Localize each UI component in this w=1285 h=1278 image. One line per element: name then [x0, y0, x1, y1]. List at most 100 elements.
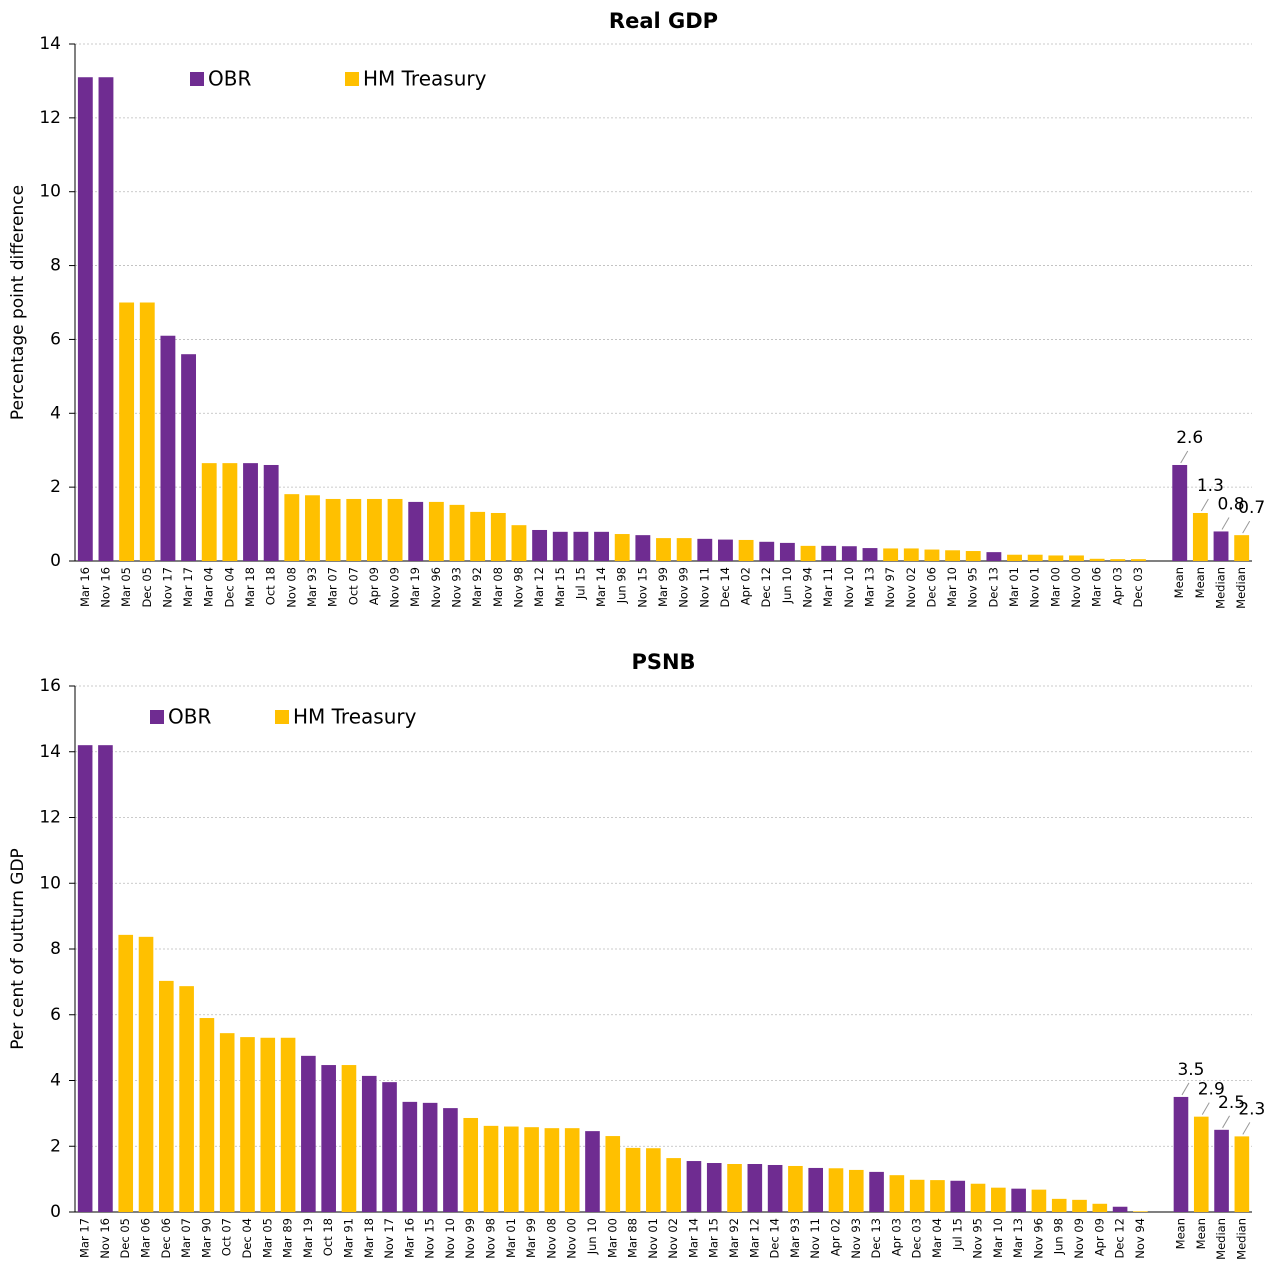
x-tick-label: Median: [1214, 1218, 1228, 1260]
bar: [889, 1175, 905, 1212]
y-tick-label: 0: [50, 551, 61, 571]
x-tick-label: Mar 11: [821, 567, 835, 607]
bar: [605, 1136, 621, 1212]
bar: [1027, 554, 1043, 561]
bar: [869, 1171, 884, 1212]
x-tick-label: Nov 16: [98, 567, 112, 608]
y-tick-label: 10: [39, 873, 61, 893]
bar: [727, 1164, 742, 1212]
bar: [260, 1037, 276, 1212]
x-tick-label: Mar 18: [362, 1218, 376, 1258]
x-tick-label: Mar 17: [78, 1218, 92, 1258]
legend-label: HM Treasury: [293, 705, 417, 729]
bar: [532, 529, 548, 561]
x-tick-label: Mar 07: [179, 1218, 193, 1258]
bar: [950, 1180, 966, 1212]
bar: [738, 539, 754, 561]
x-tick-label: Nov 10: [842, 567, 856, 608]
chart-title: PSNB: [631, 650, 695, 674]
bar: [284, 494, 300, 561]
x-tick-label: Dec 06: [924, 567, 938, 608]
bar: [585, 1131, 600, 1212]
y-tick-label: 2: [50, 1136, 61, 1156]
bar: [821, 545, 837, 561]
x-tick-label: Nov 01: [646, 1218, 660, 1259]
bar: [511, 525, 527, 561]
bar: [903, 548, 919, 561]
data-label: 0.7: [1238, 498, 1265, 518]
bar: [428, 501, 444, 561]
bar: [635, 535, 651, 561]
x-tick-label: Mar 01: [504, 1218, 518, 1258]
x-tick-label: Dec 05: [118, 1218, 132, 1259]
bar: [924, 549, 940, 561]
y-tick-label: 4: [50, 403, 61, 423]
bar: [382, 1082, 397, 1212]
bar: [862, 548, 878, 561]
bar: [1072, 1199, 1087, 1212]
data-label: 1.3: [1197, 476, 1224, 496]
x-tick-label: Mar 00: [1048, 567, 1062, 607]
x-tick-label: Nov 98: [511, 567, 525, 608]
x-tick-label: Mar 06: [1090, 567, 1104, 607]
bar: [119, 302, 135, 561]
x-tick-label: Mar 14: [594, 567, 608, 607]
bar: [697, 538, 713, 561]
x-tick-label: Nov 95: [971, 1218, 985, 1259]
bar: [986, 552, 1002, 561]
x-tick-label: Mar 05: [119, 567, 133, 607]
bar: [201, 463, 217, 561]
bar: [883, 548, 899, 561]
legend-label: OBR: [168, 705, 211, 729]
bar: [503, 1126, 519, 1212]
data-label: 2.6: [1176, 428, 1203, 448]
data-label: 3.5: [1177, 1060, 1204, 1080]
x-tick-label: Mar 04: [930, 1218, 944, 1258]
bar: [77, 745, 93, 1212]
y-tick-label: 16: [39, 676, 61, 696]
x-tick-label: Nov 15: [635, 567, 649, 608]
bar: [1130, 559, 1146, 561]
x-tick-label: Nov 94: [801, 567, 815, 608]
bar: [808, 1167, 824, 1212]
x-tick-label: Mar 07: [326, 567, 340, 607]
x-tick-label: Mar 15: [553, 567, 567, 607]
x-tick-label: Mar 92: [727, 1218, 741, 1258]
x-tick-label: Mar 92: [470, 567, 484, 607]
label-leader: [1222, 1115, 1230, 1129]
bar: [1110, 559, 1126, 561]
x-tick-label: Apr 09: [367, 567, 381, 605]
bar: [181, 354, 197, 561]
x-tick-label: Mar 01: [1007, 567, 1021, 607]
y-tick-label: 10: [39, 182, 61, 202]
bar: [449, 504, 465, 561]
bar: [625, 1147, 641, 1212]
legend-swatch: [275, 710, 289, 724]
bar: [1051, 1198, 1067, 1212]
x-tick-label: Mar 10: [991, 1218, 1005, 1258]
x-tick-label: Mar 13: [1011, 1218, 1025, 1258]
label-leader: [1180, 450, 1189, 464]
bar: [666, 1158, 681, 1212]
x-tick-label: Mar 14: [686, 1218, 700, 1258]
x-tick-label: Mar 10: [945, 567, 959, 607]
x-tick-label: Jul 15: [950, 1218, 964, 1251]
data-label: 2.9: [1198, 1080, 1225, 1100]
x-tick-label: Dec 04: [222, 567, 236, 608]
bar: [594, 531, 609, 561]
x-tick-label: Mar 17: [181, 567, 195, 607]
bar: [321, 1065, 336, 1212]
bar: [301, 1055, 316, 1212]
bar: [646, 1148, 661, 1212]
x-tick-label: Mean: [1173, 1218, 1187, 1249]
bar: [524, 1127, 539, 1212]
data-label: 2.3: [1238, 1099, 1265, 1119]
label-leader: [1200, 498, 1209, 512]
x-tick-label: Median: [1214, 567, 1228, 609]
y-tick-label: 12: [39, 808, 61, 828]
bar: [443, 1108, 458, 1212]
bar: [676, 538, 692, 561]
x-tick-label: Nov 00: [1069, 567, 1083, 608]
bar: [98, 745, 113, 1212]
x-tick-label: Mar 12: [532, 567, 546, 607]
